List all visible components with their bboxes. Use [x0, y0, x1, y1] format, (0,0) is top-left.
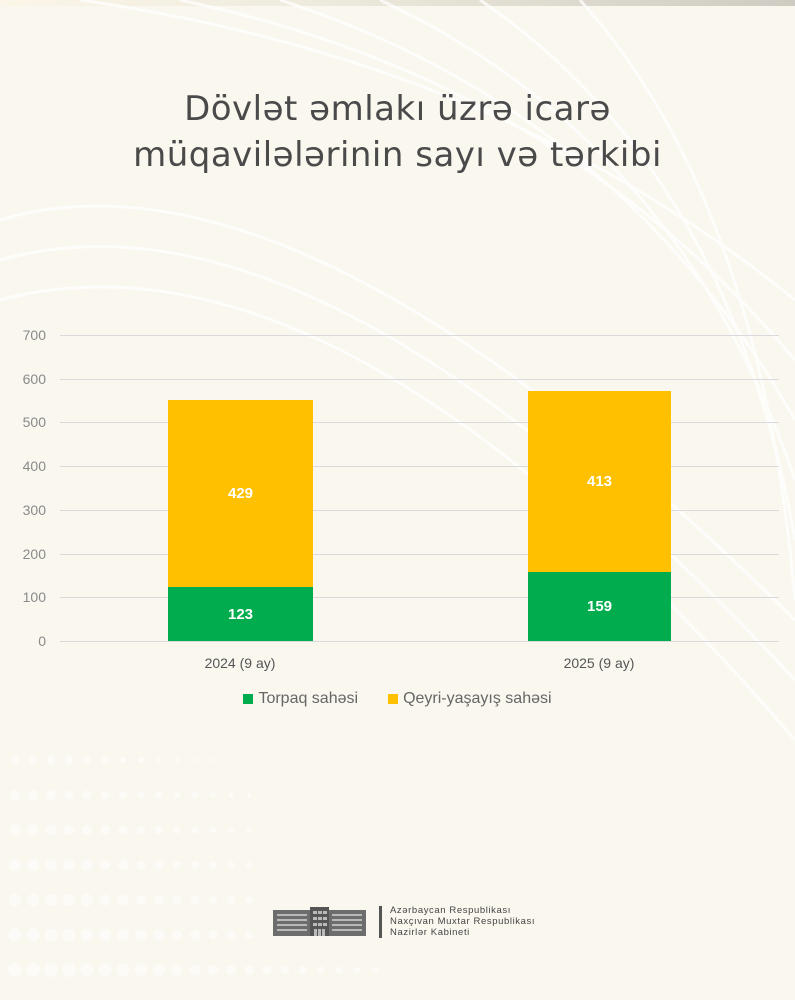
y-tick-label: 0 [38, 633, 46, 649]
y-tick-label: 200 [22, 546, 46, 562]
y-tick-label: 700 [22, 327, 46, 343]
y-tick-label: 300 [22, 502, 46, 518]
y-tick-label: 400 [22, 458, 46, 474]
bar-segment-qeyri-yasayis-2024: 429 [168, 400, 313, 587]
y-tick-label: 600 [22, 371, 46, 387]
gridline-500 [60, 422, 779, 423]
top-accent-bar [0, 0, 795, 6]
gridline-0 [60, 641, 779, 642]
footer-organization-name: Azərbaycan Respublikası Naxçıvan Muxtar … [390, 905, 535, 938]
y-tick-label: 100 [22, 589, 46, 605]
legend-swatch-green-icon [243, 694, 254, 704]
title-line-1: Dövlət əmlakı üzrə icarə [184, 89, 611, 129]
bar-2024: 429 123 [168, 400, 313, 641]
gridline-300 [60, 510, 779, 511]
gridline-200 [60, 554, 779, 555]
legend-label: Qeyri-yaşayış sahəsi [403, 690, 552, 707]
data-label: 413 [586, 473, 613, 490]
legend-swatch-yellow-icon [388, 694, 399, 704]
x-axis-label-2024: 2024 (9 ay) [204, 655, 276, 671]
gridline-600 [60, 379, 779, 380]
bar-segment-qeyri-yasayis-2025: 413 [528, 391, 671, 572]
government-building-icon [273, 906, 366, 936]
data-label: 159 [586, 598, 613, 615]
bar-segment-torpaq-2024: 123 [168, 587, 313, 641]
page-title: Dövlət əmlakı üzrə icarə müqavilələrinin… [0, 86, 795, 178]
title-line-2: müqavilələrinin sayı və tərkibi [133, 135, 662, 175]
legend-item-qeyri-yasayis: Qeyri-yaşayış sahəsi [388, 690, 552, 708]
y-tick-label: 500 [22, 414, 46, 430]
gridline-100 [60, 597, 779, 598]
bar-segment-torpaq-2025: 159 [528, 572, 671, 641]
footer-divider [379, 905, 382, 938]
footer-line-1: Azərbaycan Respublikası [390, 905, 511, 916]
legend-item-torpaq: Torpaq sahəsi [243, 690, 358, 708]
footer-branding: Azərbaycan Respublikası Naxçıvan Muxtar … [272, 905, 535, 938]
gridline-400 [60, 466, 779, 467]
chart-legend: Torpaq sahəsi Qeyri-yaşayış sahəsi [0, 690, 795, 708]
data-label: 429 [227, 485, 254, 502]
gridline-700 [60, 335, 779, 336]
x-axis-label-2025: 2025 (9 ay) [563, 655, 635, 671]
bar-2025: 413 159 [528, 391, 671, 641]
footer-line-3: Nazirlər Kabineti [390, 927, 470, 938]
data-label: 123 [227, 605, 254, 623]
legend-label: Torpaq sahəsi [258, 690, 359, 707]
footer-line-2: Naxçıvan Muxtar Respublikası [390, 916, 536, 927]
